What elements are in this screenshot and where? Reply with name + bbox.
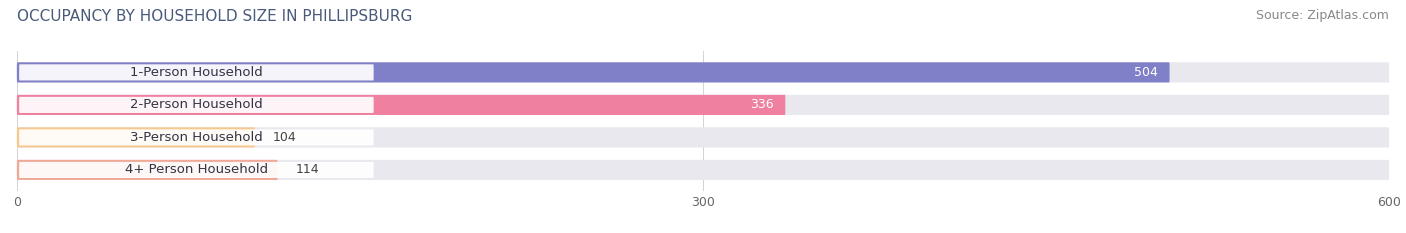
- Text: 504: 504: [1135, 66, 1159, 79]
- FancyBboxPatch shape: [17, 160, 277, 180]
- FancyBboxPatch shape: [20, 162, 374, 178]
- FancyBboxPatch shape: [17, 127, 254, 147]
- Text: 3-Person Household: 3-Person Household: [129, 131, 263, 144]
- Text: 114: 114: [295, 163, 319, 176]
- FancyBboxPatch shape: [17, 160, 1389, 180]
- Text: OCCUPANCY BY HOUSEHOLD SIZE IN PHILLIPSBURG: OCCUPANCY BY HOUSEHOLD SIZE IN PHILLIPSB…: [17, 9, 412, 24]
- Text: 2-Person Household: 2-Person Household: [129, 98, 263, 111]
- FancyBboxPatch shape: [20, 64, 374, 80]
- Text: 1-Person Household: 1-Person Household: [129, 66, 263, 79]
- FancyBboxPatch shape: [20, 97, 374, 113]
- Text: Source: ZipAtlas.com: Source: ZipAtlas.com: [1256, 9, 1389, 22]
- FancyBboxPatch shape: [20, 129, 374, 145]
- FancyBboxPatch shape: [17, 127, 1389, 147]
- Text: 4+ Person Household: 4+ Person Household: [125, 163, 269, 176]
- FancyBboxPatch shape: [17, 95, 786, 115]
- FancyBboxPatch shape: [17, 62, 1170, 82]
- FancyBboxPatch shape: [17, 62, 1389, 82]
- Text: 104: 104: [273, 131, 297, 144]
- FancyBboxPatch shape: [17, 95, 1389, 115]
- Text: 336: 336: [751, 98, 773, 111]
